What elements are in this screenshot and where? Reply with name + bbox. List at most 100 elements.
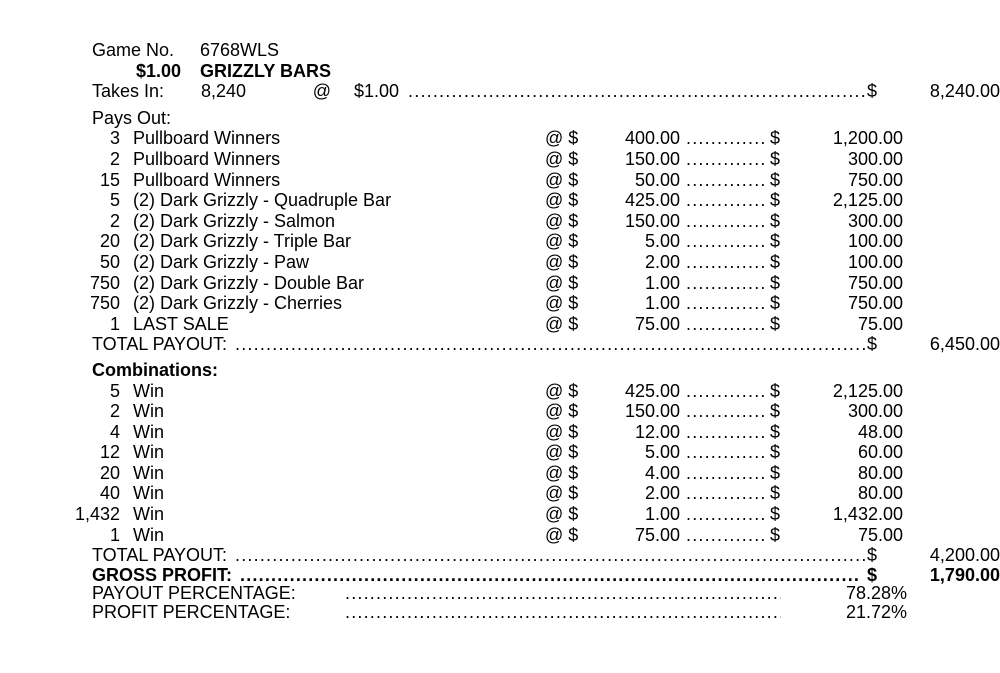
row-quantity: 1,432 <box>74 504 120 525</box>
row-description: Win <box>133 421 164 442</box>
dollar-sign: $ <box>770 272 781 293</box>
row-amount: 2,125.00 <box>832 380 903 401</box>
row-quantity: 750 <box>89 293 120 314</box>
gross-profit-row: GROSS PROFIT: ..........................… <box>0 566 1000 585</box>
table-row: 12 Win @ $ 5.00 ........................… <box>0 442 1000 463</box>
dollar-sign: $ <box>770 293 781 314</box>
row-price: 1.00 <box>644 293 680 314</box>
dot-leader: ........................................… <box>686 483 768 504</box>
dollar-sign: $ <box>770 401 781 422</box>
row-quantity: 5 <box>109 380 120 401</box>
dollar-sign: $ <box>770 380 781 401</box>
dollar-sign: $ <box>770 442 781 463</box>
at-dollar-symbol: @ $ <box>545 483 579 504</box>
row-description: Win <box>133 442 164 463</box>
at-dollar-symbol: @ $ <box>545 231 579 252</box>
row-description: Pullboard Winners <box>133 169 281 190</box>
game-name: GRIZZLY BARS <box>200 60 332 81</box>
table-row: 5 Win @ $ 425.00 .......................… <box>0 381 1000 402</box>
row-quantity: 2 <box>109 210 120 231</box>
dot-leader: ........................................… <box>686 251 768 272</box>
row-description: (2) Dark Grizzly - Salmon <box>133 210 336 231</box>
gross-profit-amount: 1,790.00 <box>929 564 1000 585</box>
pays-out-section-label: Pays Out: <box>0 108 1000 129</box>
dot-leader: ........................................… <box>345 584 781 604</box>
table-row: 2 (2) Dark Grizzly - Salmon @ $ 150.00 .… <box>0 211 1000 232</box>
row-price: 75.00 <box>634 313 680 334</box>
total-payout-label: TOTAL PAYOUT: <box>92 334 228 355</box>
game-title-row: $1.00 GRIZZLY BARS <box>0 61 1000 82</box>
row-price: 50.00 <box>634 169 680 190</box>
row-amount: 300.00 <box>847 148 903 169</box>
row-description: Win <box>133 462 164 483</box>
row-price: 400.00 <box>624 128 680 149</box>
game-number-value: 6768WLS <box>200 40 280 60</box>
dollar-sign: $ <box>867 545 878 566</box>
at-dollar-symbol: @ $ <box>545 380 579 401</box>
row-price: 5.00 <box>644 442 680 463</box>
pays-out-total-row: TOTAL PAYOUT: ..........................… <box>0 334 1000 355</box>
row-price: 150.00 <box>624 148 680 169</box>
row-price: 425.00 <box>624 190 680 211</box>
total-payout-amount: 6,450.00 <box>929 334 1000 355</box>
takes-in-label: Takes In: <box>92 81 165 102</box>
row-description: (2) Dark Grizzly - Paw <box>133 251 310 272</box>
row-price: 12.00 <box>634 421 680 442</box>
dot-leader: ........................................… <box>686 401 768 422</box>
dollar-sign: $ <box>770 421 781 442</box>
takes-in-row: Takes In: 8,240 @ $1.00 ................… <box>0 81 1000 102</box>
dollar-sign: $ <box>770 231 781 252</box>
row-price: 2.00 <box>644 251 680 272</box>
row-quantity: 15 <box>99 169 120 190</box>
row-quantity: 1 <box>109 313 120 334</box>
dot-leader: ........................................… <box>686 148 768 169</box>
row-description: Win <box>133 504 164 525</box>
row-description: (2) Dark Grizzly - Double Bar <box>133 272 365 293</box>
row-amount: 300.00 <box>847 210 903 231</box>
row-price: 1.00 <box>644 504 680 525</box>
row-amount: 75.00 <box>857 313 903 334</box>
dollar-sign: $ <box>770 251 781 272</box>
row-quantity: 2 <box>109 148 120 169</box>
dot-leader: ........................................… <box>686 313 768 334</box>
row-amount: 60.00 <box>857 442 903 463</box>
pays-out-table: 3 Pullboard Winners @ $ 400.00 .........… <box>0 128 1000 334</box>
game-number-row: Game No. 6768WLS <box>0 40 1000 61</box>
dot-leader: ........................................… <box>686 524 768 545</box>
row-quantity: 50 <box>99 251 120 272</box>
profit-percentage-row: PROFIT PERCENTAGE: .....................… <box>0 603 1000 622</box>
row-amount: 300.00 <box>847 401 903 422</box>
row-amount: 1,200.00 <box>832 128 903 149</box>
dot-leader: ........................................… <box>686 442 768 463</box>
dot-leader: ........................................… <box>686 380 768 401</box>
row-amount: 750.00 <box>847 169 903 190</box>
row-price: 5.00 <box>644 231 680 252</box>
dollar-sign: $ <box>867 81 878 102</box>
dollar-sign: $ <box>867 564 878 585</box>
row-amount: 75.00 <box>857 524 903 545</box>
row-price: 4.00 <box>644 462 680 483</box>
row-amount: 2,125.00 <box>832 190 903 211</box>
dot-leader: ........................................… <box>686 293 768 314</box>
combinations-table: 5 Win @ $ 425.00 .......................… <box>0 381 1000 546</box>
row-amount: 750.00 <box>847 272 903 293</box>
table-row: 3 Pullboard Winners @ $ 400.00 .........… <box>0 128 1000 149</box>
at-dollar-symbol: @ $ <box>545 272 579 293</box>
section-label: Combinations: <box>92 359 218 380</box>
takes-in-total: 8,240.00 <box>929 81 1000 102</box>
ticket-price: $1.00 <box>135 60 181 81</box>
at-dollar-symbol: @ $ <box>545 462 579 483</box>
total-payout-label: TOTAL PAYOUT: <box>92 545 228 566</box>
row-description: (2) Dark Grizzly - Quadruple Bar <box>133 190 392 211</box>
dollar-sign: $ <box>867 334 878 355</box>
dot-leader: ........................................… <box>408 81 865 102</box>
at-dollar-symbol: @ $ <box>545 190 579 211</box>
dollar-sign: $ <box>770 128 781 149</box>
row-description: Pullboard Winners <box>133 148 281 169</box>
section-label: Pays Out: <box>92 107 172 128</box>
table-row: 5 (2) Dark Grizzly - Quadruple Bar @ $ 4… <box>0 190 1000 211</box>
row-amount: 48.00 <box>857 421 903 442</box>
table-row: 50 (2) Dark Grizzly - Paw @ $ 2.00 .....… <box>0 252 1000 273</box>
row-description: Win <box>133 380 164 401</box>
